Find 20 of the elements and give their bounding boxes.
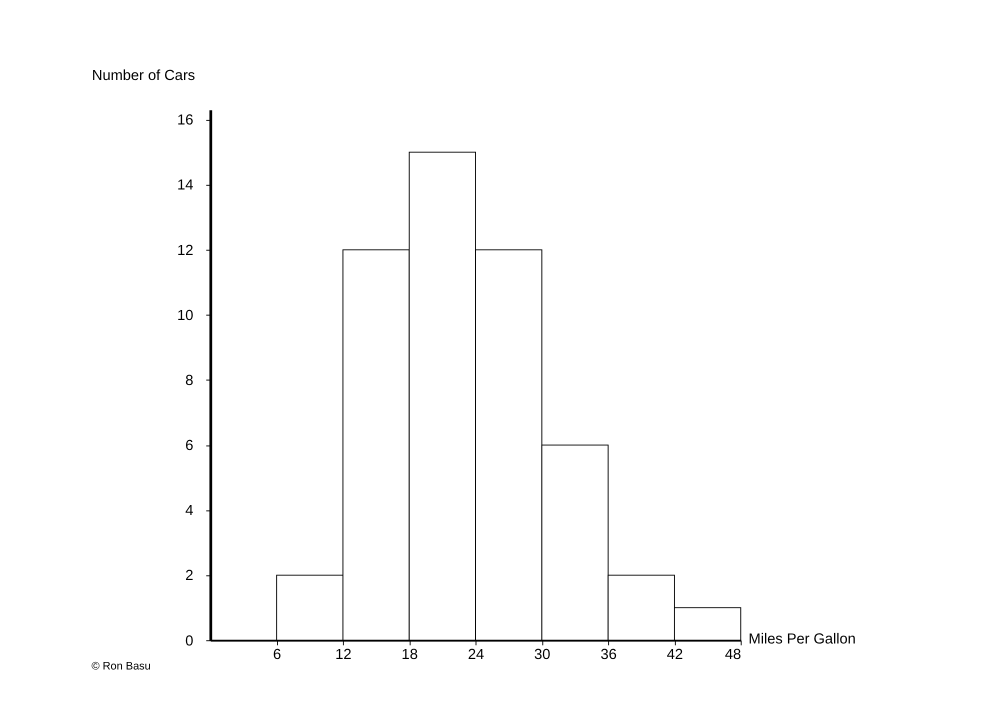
x-tick-label: 18 [402, 647, 418, 664]
y-tick-label: 2 [185, 568, 194, 584]
x-tick-label: 48 [724, 647, 742, 664]
y-tick-label: 6 [185, 438, 194, 454]
y-tick-label: 0 [185, 633, 194, 650]
x-tick-label: 24 [468, 647, 484, 664]
y-tick-label: 14 [177, 178, 194, 194]
text: © Ron Basu [91, 660, 151, 673]
x-tick-label: 30 [534, 647, 550, 664]
y-axis-title: Number of Cars [92, 68, 196, 84]
x-tick-label: 6 [273, 647, 282, 664]
x-axis-title: Miles Per Gallon [748, 631, 856, 648]
x-tick-label: 42 [666, 647, 684, 664]
x-tick-label: 36 [600, 647, 617, 664]
y-tick-label: 8 [185, 372, 194, 389]
x-tick-label: 12 [335, 647, 352, 664]
y-tick-label: 16 [177, 112, 194, 129]
y-tick-label: 4 [185, 503, 194, 520]
y-tick-label: 12 [177, 242, 194, 259]
y-tick-label: 10 [177, 308, 194, 324]
